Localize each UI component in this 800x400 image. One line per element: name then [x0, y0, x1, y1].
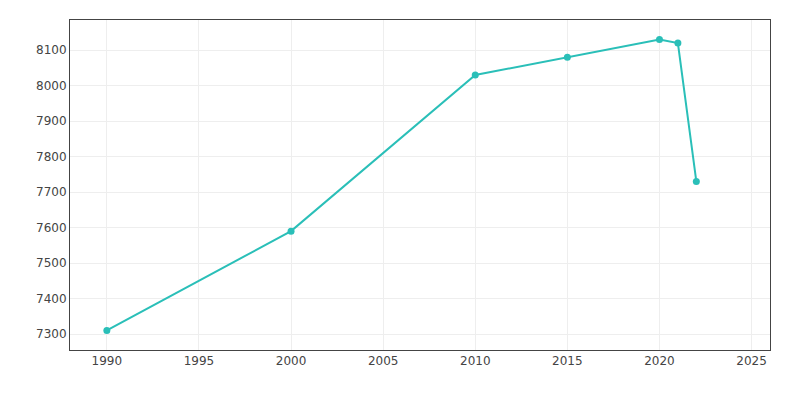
- svg-text:2020: 2020: [644, 354, 675, 368]
- svg-text:7800: 7800: [36, 150, 67, 164]
- svg-text:7400: 7400: [36, 292, 67, 306]
- svg-text:7500: 7500: [36, 256, 67, 270]
- svg-text:8000: 8000: [36, 79, 67, 93]
- svg-text:7900: 7900: [36, 114, 67, 128]
- svg-text:8100: 8100: [36, 43, 67, 57]
- svg-text:2010: 2010: [460, 354, 491, 368]
- svg-text:1990: 1990: [92, 354, 123, 368]
- svg-text:2025: 2025: [736, 354, 767, 368]
- svg-text:7300: 7300: [36, 327, 67, 341]
- svg-text:7700: 7700: [36, 185, 67, 199]
- svg-text:2005: 2005: [368, 354, 399, 368]
- svg-text:2000: 2000: [276, 354, 307, 368]
- svg-text:7600: 7600: [36, 221, 67, 235]
- svg-text:2015: 2015: [552, 354, 583, 368]
- svg-text:1995: 1995: [184, 354, 215, 368]
